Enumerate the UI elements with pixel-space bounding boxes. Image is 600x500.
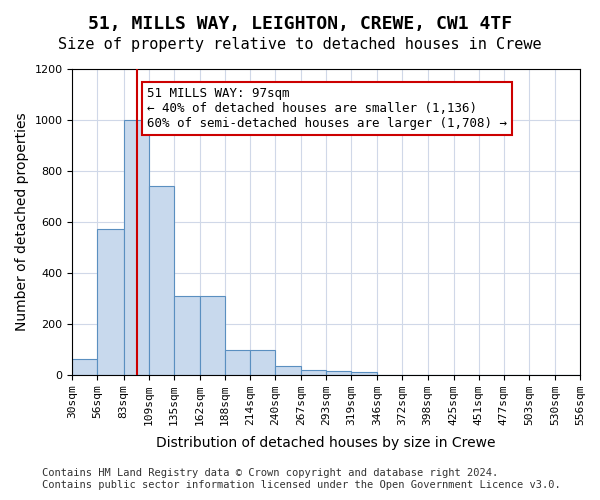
Bar: [200, 296, 225, 374]
Bar: [275, 366, 301, 374]
Bar: [124, 120, 149, 374]
Bar: [225, 350, 250, 374]
Bar: [174, 296, 200, 374]
Bar: [250, 350, 275, 374]
X-axis label: Distribution of detached houses by size in Crewe: Distribution of detached houses by size …: [157, 436, 496, 450]
Bar: [149, 186, 174, 374]
Bar: [73, 360, 97, 374]
Bar: [301, 370, 326, 374]
Text: Size of property relative to detached houses in Crewe: Size of property relative to detached ho…: [58, 38, 542, 52]
Bar: [97, 230, 124, 374]
Text: Contains HM Land Registry data © Crown copyright and database right 2024.
Contai: Contains HM Land Registry data © Crown c…: [42, 468, 561, 490]
Text: 51 MILLS WAY: 97sqm
← 40% of detached houses are smaller (1,136)
60% of semi-det: 51 MILLS WAY: 97sqm ← 40% of detached ho…: [147, 87, 507, 130]
Bar: [326, 371, 351, 374]
Y-axis label: Number of detached properties: Number of detached properties: [15, 112, 29, 331]
Text: 51, MILLS WAY, LEIGHTON, CREWE, CW1 4TF: 51, MILLS WAY, LEIGHTON, CREWE, CW1 4TF: [88, 15, 512, 33]
Bar: [351, 372, 377, 374]
